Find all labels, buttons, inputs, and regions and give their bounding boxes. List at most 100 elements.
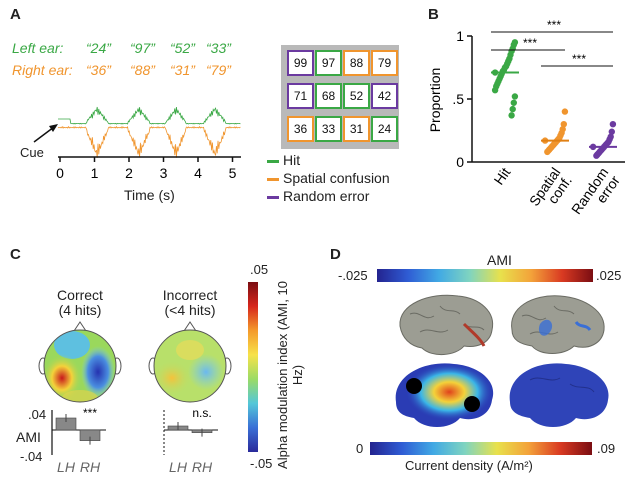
incorrect-subheading: (<4 hits) [164,302,216,318]
density-colorbar [370,442,592,455]
topoplot-correct [38,321,122,403]
left-digit: “24” [86,40,111,56]
grid-cell: 31 [343,116,370,142]
source-marker [406,378,422,394]
topoplot-incorrect [148,321,232,403]
hemisphere-label: RH [80,459,101,475]
correct-subheading: (4 hits) [58,302,102,318]
brain-bottom-right [509,363,609,427]
panel-b-label: B [428,6,439,23]
right-ear-label: Right ear: [12,62,73,78]
right-digit: “79” [206,62,231,78]
colorbar-axis-label: Alpha modulation index (AMI, 10 Hz) [275,281,305,469]
time-tick-label: 5 [229,165,237,181]
left-digit: “52” [170,40,195,56]
legend-swatch [267,178,279,181]
right-digit: “88” [130,62,155,78]
x-category-label: Randomerror [568,164,623,218]
ami-tick-top: .04 [28,407,47,422]
cue-arrowhead [49,124,58,132]
y-tick-label: .5 [452,91,464,107]
data-point [608,128,615,135]
grid-cell: 99 [287,50,314,76]
cue-label: Cue [20,145,44,160]
y-tick-label: 1 [456,28,464,44]
panel-a-label: A [10,6,21,23]
grid-cell: 52 [343,83,370,109]
hemisphere-label: LH [169,459,188,475]
right-digit: “31” [170,62,195,78]
data-point [561,108,569,115]
data-point [609,121,617,128]
legend-label: Spatial confusion [283,170,390,186]
incorrect-heading: Incorrect [162,287,218,303]
brain-bottom-left [395,363,494,427]
colorbar-max-label: .05 [250,262,269,277]
grid-cell: 88 [343,50,370,76]
data-point [509,105,516,113]
time-tick-label: 4 [194,165,202,181]
grid-cell: 24 [371,116,398,142]
grid-cell: 71 [287,83,314,109]
ami-tick-bottom: -.04 [20,449,43,464]
ami-axis-label: AMI [16,429,41,445]
time-tick-label: 0 [56,165,64,181]
waveform-left-ear [58,106,241,125]
grid-cell: 33 [315,116,342,142]
bar-significance-label: *** [83,406,97,420]
correct-title: Correct (4 hits) [40,288,120,318]
time-axis-label: Time (s) [124,187,175,203]
proportion-scatter-chart: Proportion 0 .5 1 *** *** *** Hit Spatialconf… [427,18,625,218]
source-marker [464,396,480,412]
y-tick-label: 0 [456,154,464,170]
legend-swatch [267,196,279,199]
grid-cell: 36 [287,116,314,142]
density-colorbar-max: .09 [597,441,616,456]
data-point [510,99,517,106]
significance-label: *** [572,52,586,66]
legend-label: Random error [283,188,370,204]
left-ear-label: Left ear: [12,40,64,56]
cue-arrow [33,126,55,143]
density-colorbar-min: 0 [356,441,364,456]
time-tick-label: 1 [91,165,99,181]
ami-colorbar [377,269,593,282]
data-point [511,93,519,100]
grid-cell: 97 [315,50,342,76]
significance-label: *** [523,36,537,50]
correct-heading: Correct [57,287,103,303]
x-category-label: Spatialconf. [526,165,575,217]
brain-top-right [511,295,605,354]
bar-significance-label: n.s. [192,406,211,420]
incorrect-title: Incorrect (<4 hits) [150,288,230,318]
ami-colorbar-title: AMI [487,252,512,268]
ami-colorbar-max: .025 [596,268,622,283]
panel-d-label: D [330,246,341,263]
legend-label: Hit [283,152,301,168]
data-point [508,112,515,119]
data-point [560,121,567,128]
colorbar-min-label: -.05 [250,456,273,471]
time-tick-label: 2 [125,165,133,181]
legend-swatch [267,160,279,163]
left-digit: “33” [206,40,231,56]
time-tick-label: 3 [160,165,168,181]
grid-cell: 42 [371,83,398,109]
density-colorbar-label: Current density (A/m²) [405,458,533,473]
data-point [593,152,600,159]
data-point [491,86,499,94]
response-grid: 99 97 88 79 71 68 52 42 36 33 31 24 [281,45,399,149]
alpha-colorbar [248,282,258,452]
grid-cell: 79 [371,50,398,76]
audio-waveform: 0 1 2 3 4 5 [33,106,241,181]
x-category-label: Hit [491,164,514,187]
ami-colorbar-min: -.025 [338,268,368,283]
left-digit: “97” [130,40,155,56]
grid-cell: 68 [315,83,342,109]
significance-label: *** [547,18,561,32]
topoplot-maps: LH RH***LH RHn.s. [38,321,232,475]
hemisphere-label: RH [192,459,213,475]
waveform-right-ear [57,125,241,158]
right-digit: “36” [86,62,111,78]
hemisphere-label: LH [57,459,76,475]
